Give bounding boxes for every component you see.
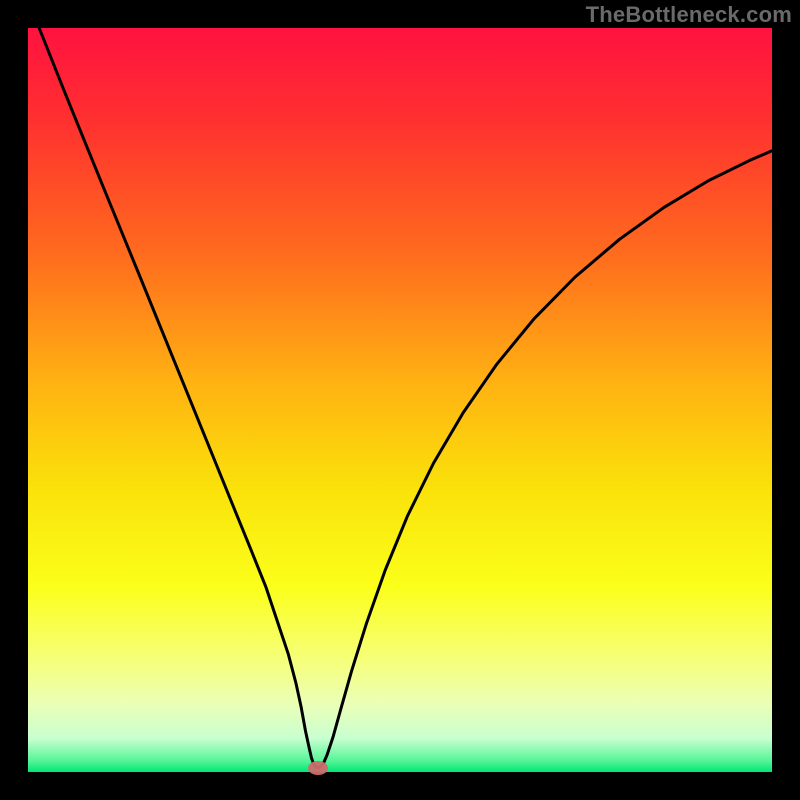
plot-area xyxy=(28,28,772,772)
gradient-background xyxy=(28,28,772,772)
watermark-text: TheBottleneck.com xyxy=(586,2,792,28)
minimum-marker xyxy=(308,761,328,775)
chart-frame: TheBottleneck.com xyxy=(0,0,800,800)
